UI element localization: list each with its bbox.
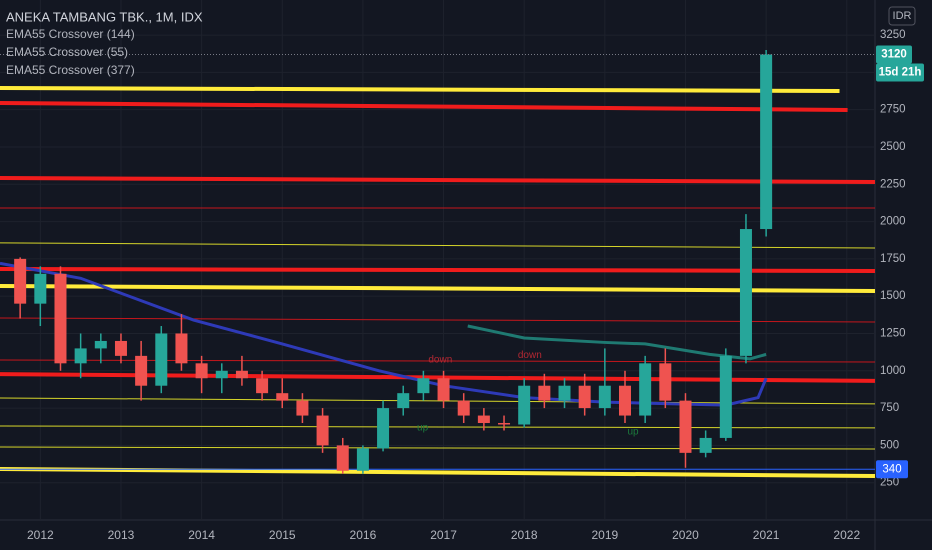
annotation: down [518,350,542,361]
candle-body [417,378,430,394]
plot-area: down down up up [0,0,876,520]
level-line [0,86,840,94]
candle-body [457,400,470,416]
x-tick-label: 2012 [27,528,54,542]
indicator-label: EMA55 Crossover (55) [6,45,128,59]
candle-body [619,385,631,416]
x-tick-label: 2018 [511,528,538,542]
candle-body [598,385,611,409]
ema-line [467,324,767,361]
x-tick-label: 2020 [672,528,699,542]
last-price-label: 3120 [881,48,907,60]
x-tick-label: 2021 [753,528,780,542]
indicator-label: EMA55 Crossover (144) [6,27,135,41]
candle-body [135,355,148,386]
candle-body [739,229,752,356]
level-line [0,317,876,323]
countdown-label: 15d 21h [879,66,922,78]
last-price-box [876,45,912,64]
y-tick-label: 2250 [880,178,906,190]
candle-body [74,348,87,364]
y-tick-label: 250 [880,477,899,489]
level-line [0,446,876,450]
y-tick-label: 1000 [880,365,906,377]
candle-body [94,340,107,349]
candle-body [558,385,571,401]
x-tick-label: 2013 [108,528,135,542]
price-line-box [876,460,908,479]
candle-body [34,273,47,304]
candle-body [215,370,228,379]
candle-body [437,378,450,401]
x-tick-label: 2022 [833,528,860,542]
y-tick-label: 500 [880,439,899,451]
candle-body [155,333,168,386]
currency-box[interactable] [888,6,916,26]
chart-title: ANEKA TAMBANG TBK., 1M, IDX [6,9,203,24]
x-tick-label: 2014 [188,528,215,542]
x-tick-label: 2015 [269,528,296,542]
indicator-label: EMA55 Crossover (377) [6,63,135,77]
candle-body [518,385,531,425]
x-tick-label: 2019 [591,528,618,542]
candle-body [659,363,672,401]
y-tick-label: 1500 [880,290,906,302]
y-tick-label: 2500 [880,141,906,153]
candle-body [679,400,692,453]
candle-body [235,370,248,379]
candle-body [377,408,390,449]
candle-body [397,393,410,409]
y-tick-label: 2750 [880,104,906,116]
level-line [0,284,876,293]
candle-body [760,54,773,230]
candle-body [699,437,712,453]
y-tick-label: 1750 [880,253,906,265]
annotation: up [628,427,640,438]
candle-body [498,423,511,425]
countdown-box [876,63,924,82]
candle-body [639,363,652,416]
y-tick-label: 3250 [880,29,906,41]
level-line [0,100,848,112]
candle-body [336,445,349,471]
x-tick-label: 2016 [350,528,377,542]
candle-body [195,363,208,379]
candle-body [538,385,551,401]
candle-body [356,448,369,471]
candle-body [719,355,732,438]
y-tick-label: 1250 [880,328,906,340]
candle-body [175,333,188,364]
candle-body [276,393,289,401]
candle-body [578,385,591,409]
level-line [0,176,876,185]
x-tick-label: 2017 [430,528,457,542]
annotation: up [417,423,429,434]
level-line [0,242,876,249]
level-line [0,466,876,478]
candle-body [296,400,309,416]
candle-body [14,258,27,304]
y-tick-label: 750 [880,402,899,414]
currency[interactable]: IDR [893,10,912,22]
candle-body [477,415,490,424]
candle-body [316,415,329,446]
y-tick-label: 2000 [880,216,906,228]
candle-body [114,340,127,356]
price-line-label: 340 [882,463,901,475]
candle-body [256,378,269,394]
level-line [0,267,876,273]
candle-body [54,273,67,364]
annotation: down [428,355,452,366]
